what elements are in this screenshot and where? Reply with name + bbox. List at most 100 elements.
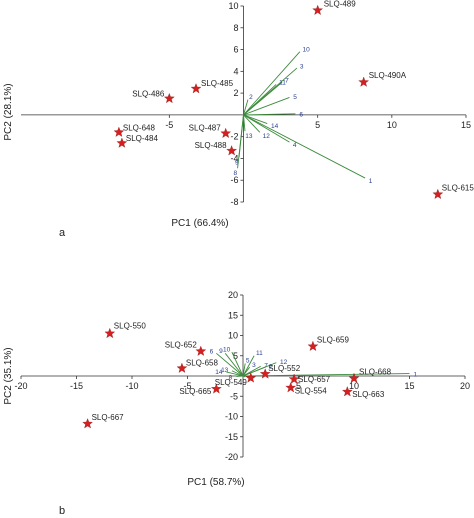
y-tick-label: 8 <box>233 23 238 33</box>
y-axis-title: PC2 (35.1%) <box>3 347 14 404</box>
sample-marker <box>176 362 188 373</box>
loading-vector <box>243 114 268 125</box>
x-tick-label: -5 <box>183 381 191 391</box>
sample-marker <box>190 83 202 94</box>
loading-vector <box>243 114 290 143</box>
y-tick-label: 15 <box>228 310 238 320</box>
sample-label: SLQ-663 <box>352 390 385 399</box>
loading-vector <box>243 99 249 116</box>
x-tick-label: -10 <box>125 381 138 391</box>
sample-marker <box>104 327 116 339</box>
x-tick-label: 5 <box>315 120 320 130</box>
y-tick-label: -6 <box>230 175 238 185</box>
x-tick-label: -5 <box>165 120 173 130</box>
vector-label: 9 <box>235 159 239 166</box>
sample-marker <box>82 418 93 429</box>
y-tick-label: -4 <box>230 153 238 163</box>
loading-vector <box>242 373 410 377</box>
loading-vector <box>226 371 244 377</box>
vector-label: 3 <box>300 63 304 70</box>
vector-label: 13 <box>221 367 229 374</box>
sample-marker <box>113 126 125 137</box>
loading-vector <box>231 351 244 377</box>
panel-label: b <box>59 505 65 517</box>
sample-marker <box>245 372 257 383</box>
vector-label: 11 <box>279 80 286 87</box>
y-tick-label: -15 <box>225 432 238 442</box>
sample-marker <box>348 372 360 383</box>
sample-marker <box>116 137 128 148</box>
sample-label: SLQ-549 <box>215 378 248 387</box>
x-axis-title: PC1 (66.4%) <box>171 218 228 229</box>
vector-label: 9 <box>219 348 223 355</box>
y-tick-label: -2 <box>230 132 238 142</box>
y-tick-label: -10 <box>225 412 238 422</box>
sample-marker <box>288 373 300 384</box>
sample-label: SLQ-658 <box>186 358 219 367</box>
sample-label: SLQ-486 <box>132 90 165 99</box>
vector-label: 13 <box>245 133 253 140</box>
vector-label: 5 <box>246 358 250 365</box>
sample-marker <box>259 368 271 379</box>
vector-label: 10 <box>223 347 231 354</box>
sample-label: SLQ-484 <box>126 134 159 143</box>
vector-label: 8 <box>233 170 237 177</box>
sample-marker <box>210 383 222 394</box>
sample-label: SLQ-667 <box>92 413 125 422</box>
sample-label: SLQ-489 <box>324 0 357 8</box>
vector-label: 4 <box>293 142 297 149</box>
vector-label: 1 <box>369 178 373 185</box>
vector-label: 1 <box>414 372 418 379</box>
sample-marker <box>312 4 324 15</box>
loading-vector <box>243 114 366 179</box>
sample-marker <box>163 92 175 104</box>
loading-vector <box>243 113 296 116</box>
vector-label: 6 <box>210 349 214 356</box>
y-tick-label: 20 <box>228 290 238 300</box>
sample-label: SLQ-665 <box>179 387 212 396</box>
sample-marker <box>285 382 297 393</box>
loading-vector <box>243 114 246 132</box>
sample-label: SLQ-648 <box>123 123 156 132</box>
x-axis-title: PC1 (58.7%) <box>187 477 244 488</box>
loading-vector <box>242 355 255 377</box>
sample-marker <box>358 76 370 87</box>
y-tick-label: 4 <box>233 66 238 76</box>
vector-label: 12 <box>280 359 288 366</box>
y-tick-label: 6 <box>233 45 238 55</box>
y-tick-label: 10 <box>228 1 238 11</box>
sample-label: SLQ-668 <box>359 367 392 376</box>
sample-label: SLQ-552 <box>268 364 301 373</box>
loading-vector <box>224 353 244 377</box>
vector-label: 5 <box>293 94 297 101</box>
sample-label: SLQ-487 <box>189 123 222 132</box>
loading-vector <box>238 114 244 158</box>
sample-label: SLQ-554 <box>295 387 328 396</box>
vector-label: 2 <box>269 364 273 371</box>
vector-label: 7 <box>285 78 289 85</box>
y-tick-label: 2 <box>233 88 238 98</box>
vector-label: 2 <box>249 94 253 101</box>
panel-label: a <box>59 227 66 239</box>
vector-label: 10 <box>303 47 311 54</box>
x-tick-label: 10 <box>387 120 397 130</box>
x-tick-label: -20 <box>14 381 27 391</box>
sample-label: SLQ-550 <box>114 322 147 331</box>
panel-b: -20-15-10-55101520-20-15-10-551015201234… <box>3 290 470 517</box>
sample-marker <box>307 340 319 351</box>
y-tick-label: -5 <box>230 391 238 401</box>
x-tick-label: -15 <box>70 381 83 391</box>
y-tick-label: 10 <box>228 331 238 341</box>
vector-label: 11 <box>256 350 263 357</box>
loading-vector <box>242 362 277 377</box>
sample-label: SLQ-485 <box>201 79 234 88</box>
sample-label: SLQ-490A <box>369 71 407 80</box>
sample-marker <box>432 188 444 199</box>
loading-vector <box>243 51 301 116</box>
loading-vector <box>243 97 290 116</box>
vector-label: 6 <box>299 112 303 119</box>
y-tick-label: 5 <box>233 351 238 361</box>
vector-label: 3 <box>252 362 256 369</box>
vector-label: 8 <box>229 375 233 382</box>
